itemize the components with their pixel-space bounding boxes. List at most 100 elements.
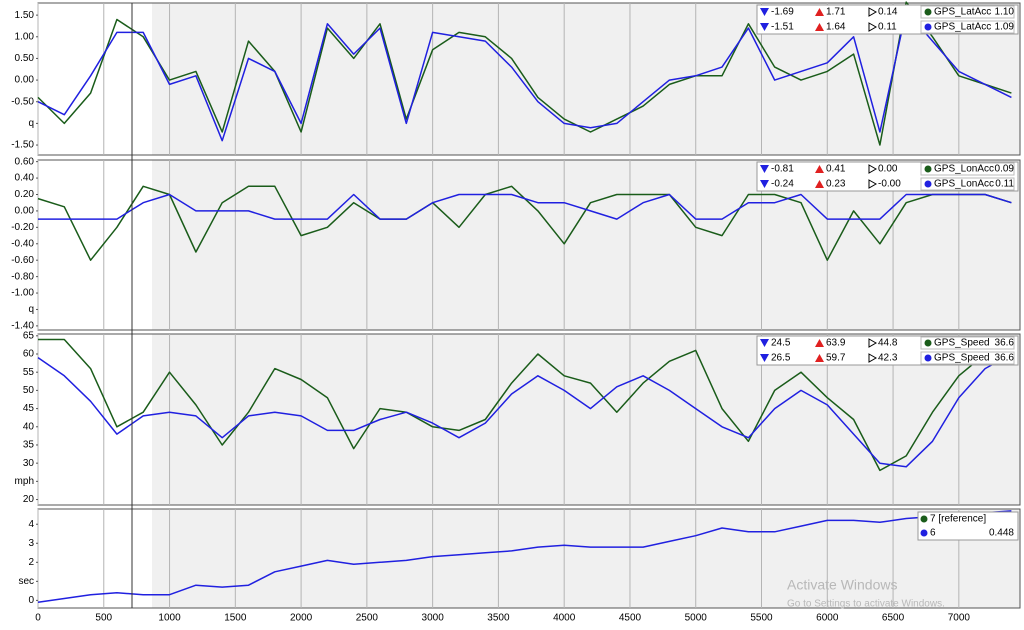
cursor-glyph bbox=[868, 179, 878, 189]
max-glyph bbox=[815, 180, 824, 188]
legend-box bbox=[917, 511, 1019, 541]
y-tick-label: -0.80 bbox=[11, 271, 34, 282]
legend-cursor: 44.8 bbox=[878, 338, 898, 349]
shaded-region bbox=[152, 509, 1020, 608]
x-tick-label: 500 bbox=[95, 613, 112, 624]
legend-box bbox=[756, 161, 1019, 192]
legend-min: 24.5 bbox=[771, 338, 791, 349]
y-tick-label: 30 bbox=[23, 458, 35, 469]
series-line bbox=[38, 338, 1012, 472]
min-glyph bbox=[760, 354, 769, 362]
y-tick-label: 0.50 bbox=[15, 53, 35, 64]
legend-cursor: -0.00 bbox=[878, 179, 901, 190]
y-tick-label: 0.00 bbox=[15, 75, 35, 86]
max-glyph bbox=[815, 354, 824, 362]
legend-dot bbox=[924, 165, 932, 173]
legend-label: GPS_LonAcc bbox=[934, 164, 994, 175]
legend-max: 1.64 bbox=[826, 22, 846, 33]
x-tick-label: 4000 bbox=[553, 613, 576, 624]
legend-value: 0.11 bbox=[995, 179, 1014, 190]
x-tick-label: 4500 bbox=[619, 613, 642, 624]
max-glyph bbox=[815, 23, 824, 31]
x-tick-label: 0 bbox=[35, 613, 41, 624]
legend-value: 36.6 bbox=[995, 338, 1015, 349]
x-tick-label: 6500 bbox=[882, 613, 905, 624]
y-tick-label: 45 bbox=[23, 403, 35, 414]
y-tick-label: mph bbox=[15, 476, 34, 487]
legend-cursor: 0.14 bbox=[878, 7, 898, 18]
y-tick-label: 40 bbox=[23, 421, 35, 432]
value-box bbox=[920, 162, 1015, 176]
y-tick-label: 1.50 bbox=[15, 10, 35, 21]
legend-value: 1.10 bbox=[995, 7, 1015, 18]
x-tick-label: 2000 bbox=[290, 613, 313, 624]
legend-dot bbox=[924, 180, 932, 188]
y-tick-label: 35 bbox=[23, 440, 35, 451]
y-tick-label: 50 bbox=[23, 385, 35, 396]
legend-cursor: 42.3 bbox=[878, 353, 898, 364]
legend-label: GPS_LonAcc bbox=[934, 179, 994, 190]
watermark-subtitle: Go to Settings to activate Windows. bbox=[787, 599, 945, 610]
y-tick-label: -1.00 bbox=[11, 288, 34, 299]
legend-max: 59.7 bbox=[826, 353, 846, 364]
y-tick-label: sec bbox=[18, 576, 34, 587]
legend-min: -0.81 bbox=[771, 164, 794, 175]
y-tick-label: 0.60 bbox=[15, 156, 35, 167]
x-tick-label: 7000 bbox=[948, 613, 971, 624]
y-tick-label: -0.60 bbox=[11, 255, 34, 266]
cursor-glyph bbox=[868, 338, 878, 348]
x-tick-label: 3500 bbox=[487, 613, 510, 624]
x-tick-label: 2500 bbox=[356, 613, 379, 624]
value-box bbox=[920, 336, 1015, 350]
y-tick-label: -0.40 bbox=[11, 238, 34, 249]
x-tick-label: 6000 bbox=[816, 613, 839, 624]
y-tick-label: 4 bbox=[28, 519, 34, 530]
y-tick-label: 1.00 bbox=[15, 31, 35, 42]
max-glyph bbox=[815, 165, 824, 173]
cursor-glyph bbox=[868, 353, 878, 363]
x-tick-label: 3000 bbox=[422, 613, 445, 624]
legend-label: GPS_Speed bbox=[934, 353, 990, 364]
series-line bbox=[37, 1, 1012, 146]
x-tick-label: 5500 bbox=[750, 613, 773, 624]
min-glyph bbox=[760, 23, 769, 31]
legend-max: 0.41 bbox=[826, 164, 846, 175]
max-glyph bbox=[815, 8, 824, 16]
min-glyph bbox=[760, 180, 769, 188]
legend-label: GPS_Speed bbox=[934, 338, 990, 349]
value-box bbox=[920, 351, 1015, 365]
value-box bbox=[920, 5, 1015, 19]
cursor-glyph bbox=[868, 164, 878, 174]
y-tick-label: -1.40 bbox=[11, 321, 34, 332]
y-tick-label: 2 bbox=[28, 557, 34, 568]
legend-value: 0.09 bbox=[995, 164, 1015, 175]
y-tick-label: q bbox=[28, 304, 34, 315]
legend-min: 26.5 bbox=[771, 353, 791, 364]
x-tick-label: 1000 bbox=[158, 613, 181, 624]
legend-min: -1.69 bbox=[771, 7, 794, 18]
y-tick-label: 0.40 bbox=[15, 173, 35, 184]
y-tick-label: 20 bbox=[23, 494, 35, 505]
legend-value: 0.448 bbox=[989, 528, 1014, 539]
y-tick-label: 0 bbox=[28, 595, 34, 606]
legend-cursor: 0.00 bbox=[878, 164, 898, 175]
legend-max: 1.71 bbox=[826, 7, 846, 18]
legend-cursor: 0.11 bbox=[878, 22, 897, 33]
legend-min: -1.51 bbox=[771, 22, 794, 33]
legend-box bbox=[756, 4, 1019, 35]
plots: -1.69 1.71 0.14 GPS_LatAcc 1.10 -1.51 1.64 0.11… bbox=[35, 1, 1019, 624]
series-line bbox=[38, 193, 1012, 220]
cursor-glyph bbox=[868, 22, 878, 32]
series-line bbox=[37, 10, 1012, 142]
legend-max: 63.9 bbox=[826, 338, 846, 349]
watermark-title: Activate Windows bbox=[787, 577, 897, 593]
legend-label: GPS_LatAcc bbox=[934, 7, 991, 18]
legend-value: 1.09 bbox=[995, 22, 1015, 33]
legend-max: 0.23 bbox=[826, 179, 846, 190]
y-tick-label: 60 bbox=[23, 349, 35, 360]
series-line bbox=[37, 353, 1012, 468]
x-tick-label: 1500 bbox=[224, 613, 247, 624]
y-tick-label: q bbox=[28, 118, 34, 129]
min-glyph bbox=[760, 339, 769, 347]
